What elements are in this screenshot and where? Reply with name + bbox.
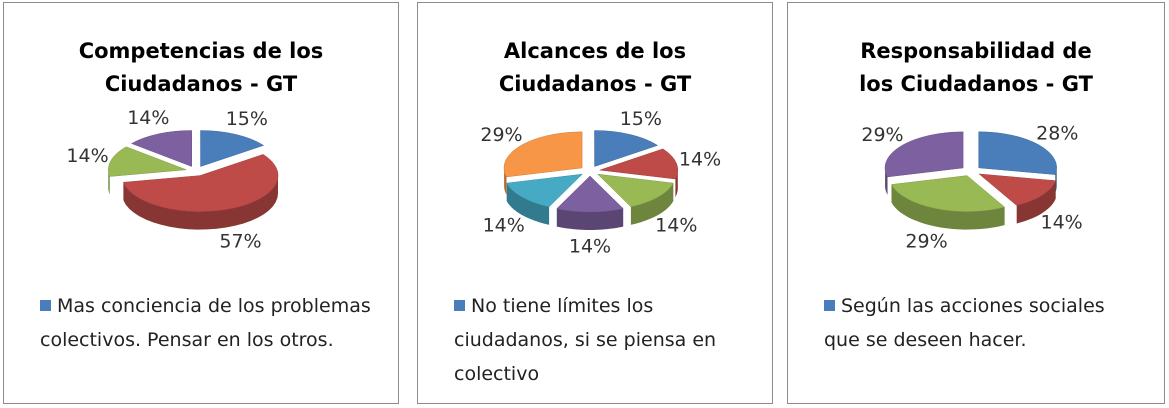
legend-label: No tiene límites los ciudadanos, si se p… bbox=[454, 295, 717, 385]
slice-side bbox=[123, 175, 279, 230]
pie-slice bbox=[556, 175, 624, 230]
legend-item: Mas conciencia de los problemas colectiv… bbox=[40, 289, 378, 357]
data-label: 57% bbox=[219, 231, 261, 253]
legend-label: Mas conciencia de los problemas colectiv… bbox=[40, 295, 371, 351]
chart-panel: Responsabilidad de los Ciudadanos - GT 28… bbox=[787, 2, 1165, 404]
slice-top bbox=[597, 173, 674, 208]
data-label: 29% bbox=[861, 124, 903, 146]
slice-side bbox=[1016, 180, 1056, 224]
pie-slice bbox=[884, 131, 964, 195]
slice-top bbox=[891, 175, 1006, 212]
legend: No tiene límites los ciudadanos, si se p… bbox=[454, 289, 752, 391]
pie-slice bbox=[978, 173, 1057, 224]
legend-item: No tiene límites los ciudadanos, si se p… bbox=[454, 289, 752, 391]
pie-slice bbox=[131, 130, 192, 167]
slice-top bbox=[978, 131, 1057, 175]
slice-top bbox=[131, 130, 192, 167]
slice-side bbox=[675, 170, 678, 197]
slice-top bbox=[599, 148, 679, 180]
data-label: 29% bbox=[905, 231, 947, 253]
pie-slice bbox=[891, 175, 1006, 230]
chart-title: Responsabilidad de los Ciudadanos - GT bbox=[859, 39, 1093, 96]
legend: Según las acciones sociales que se desee… bbox=[824, 289, 1144, 357]
legend-item: Según las acciones sociales que se desee… bbox=[824, 289, 1144, 357]
data-label: 14% bbox=[127, 107, 169, 129]
data-label: 14% bbox=[1040, 212, 1082, 234]
slice-side bbox=[556, 208, 624, 230]
legend: Mas conciencia de los problemas colectiv… bbox=[40, 289, 378, 357]
data-label: 14% bbox=[655, 214, 697, 236]
pie-slice bbox=[597, 173, 674, 225]
pie-slice bbox=[503, 131, 583, 195]
chart-title: Competencias de los Ciudadanos - GT bbox=[78, 39, 324, 96]
slice-side bbox=[504, 167, 507, 195]
slice-top bbox=[556, 175, 624, 213]
chart-title: Alcances de los Ciudadanos - GT bbox=[498, 39, 692, 96]
legend-swatch bbox=[454, 300, 465, 311]
slice-top bbox=[200, 130, 265, 167]
legend-swatch bbox=[824, 300, 835, 311]
slice-side bbox=[506, 183, 550, 225]
data-label: 29% bbox=[480, 124, 522, 146]
data-label: 14% bbox=[569, 236, 611, 258]
data-label: 15% bbox=[226, 108, 268, 130]
pie-slice bbox=[506, 173, 583, 225]
chart-panel: Alcances de los Ciudadanos - GT 15% 29% 14%… bbox=[417, 2, 773, 404]
pie-slice bbox=[594, 130, 659, 167]
slice-top bbox=[506, 173, 583, 208]
pie-slice bbox=[200, 130, 265, 167]
pie-slice bbox=[123, 154, 279, 230]
slice-side bbox=[885, 167, 888, 195]
slice-top bbox=[108, 146, 187, 177]
legend-swatch bbox=[40, 300, 51, 311]
data-label: 15% bbox=[620, 108, 662, 130]
data-label: 14% bbox=[66, 145, 108, 167]
slice-top bbox=[978, 173, 1057, 206]
pie-slice bbox=[599, 148, 679, 197]
pie-slice bbox=[108, 146, 187, 195]
data-label: 28% bbox=[1036, 123, 1078, 145]
slice-top bbox=[594, 130, 659, 167]
slice-top bbox=[123, 154, 279, 212]
slice-top bbox=[884, 131, 964, 178]
slice-top bbox=[503, 131, 583, 178]
data-label: 14% bbox=[679, 149, 721, 171]
slice-side bbox=[891, 184, 1005, 230]
data-label: 14% bbox=[483, 214, 525, 236]
pie-area: 15% 29% 14% 14% 14% 14% bbox=[480, 108, 721, 258]
pie-area: 14% 15% 14% 57% bbox=[66, 107, 279, 253]
slice-side bbox=[630, 183, 674, 225]
chart-panel: Competencias de los Ciudadanos - GT 14% 15… bbox=[3, 2, 399, 404]
legend-label: Según las acciones sociales que se desee… bbox=[824, 295, 1105, 351]
pie-area: 28% 29% 14% 29% bbox=[861, 123, 1082, 253]
